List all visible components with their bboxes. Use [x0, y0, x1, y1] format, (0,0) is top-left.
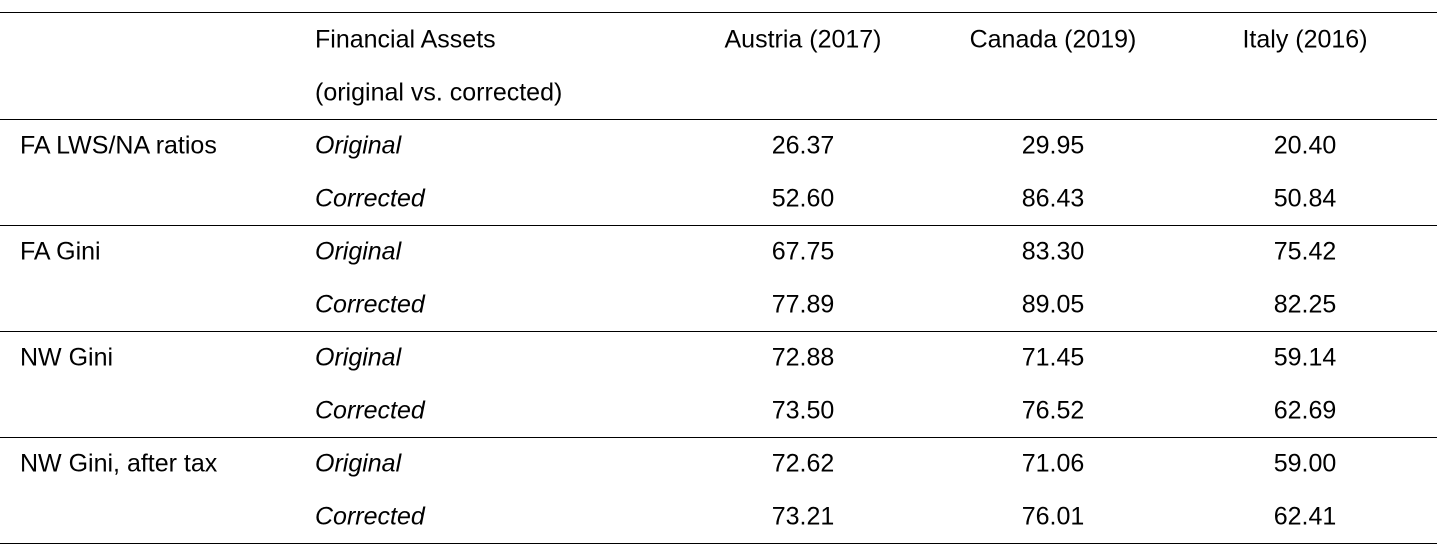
header-financial-assets: Financial Assets — [315, 25, 496, 53]
header-row: Financial Assets Austria (2017) Canada (… — [0, 13, 1437, 66]
table-group-nw-gini-after-tax: NW Gini, after tax Original 72.62 71.06 … — [0, 438, 1437, 543]
value-italy-corrected: 50.84 — [1273, 184, 1337, 213]
header-italy: Italy (2016) — [1242, 25, 1368, 53]
value-canada-corrected: 76.52 — [1021, 396, 1085, 425]
value-italy-corrected: 62.69 — [1273, 396, 1337, 425]
table-group-fa-gini: FA Gini Original 67.75 83.30 75.42 Corre… — [0, 226, 1437, 331]
corrected-label: Corrected — [315, 290, 425, 319]
value-italy-corrected: 62.41 — [1273, 502, 1337, 531]
table-row: Corrected 73.21 76.01 62.41 — [0, 491, 1437, 544]
table-row: NW Gini, after tax Original 72.62 71.06 … — [0, 438, 1437, 491]
value-austria-corrected: 52.60 — [771, 184, 835, 213]
header-original-vs-corrected: (original vs. corrected) — [315, 78, 563, 106]
row-label: NW Gini, after tax — [20, 449, 218, 478]
table-row: FA Gini Original 67.75 83.30 75.42 — [0, 226, 1437, 279]
value-austria-original: 67.75 — [771, 237, 835, 266]
table-row: Corrected 77.89 89.05 82.25 — [0, 279, 1437, 332]
original-label: Original — [315, 237, 402, 266]
header-row-2: (original vs. corrected) — [0, 66, 1437, 119]
value-canada-original: 83.30 — [1021, 237, 1085, 266]
results-table: Financial Assets Austria (2017) Canada (… — [0, 12, 1437, 544]
value-austria-corrected: 77.89 — [771, 290, 835, 319]
value-italy-corrected: 82.25 — [1273, 290, 1337, 319]
group-rule — [0, 331, 1437, 332]
value-canada-original: 71.06 — [1021, 449, 1085, 478]
value-italy-original: 75.42 — [1273, 237, 1337, 266]
table-row: NW Gini Original 72.88 71.45 59.14 — [0, 332, 1437, 385]
table-row: Corrected 52.60 86.43 50.84 — [0, 173, 1437, 226]
corrected-label: Corrected — [315, 502, 425, 531]
corrected-label: Corrected — [315, 396, 425, 425]
top-rule — [0, 12, 1437, 13]
table-group-fa-lws-na-ratios: FA LWS/NA ratios Original 26.37 29.95 20… — [0, 120, 1437, 225]
value-austria-original: 72.88 — [771, 343, 835, 372]
bottom-rule — [0, 543, 1437, 544]
value-canada-corrected: 89.05 — [1021, 290, 1085, 319]
table-row: FA LWS/NA ratios Original 26.37 29.95 20… — [0, 120, 1437, 173]
corrected-label: Corrected — [315, 184, 425, 213]
group-rule — [0, 225, 1437, 226]
header-canada: Canada (2019) — [969, 25, 1137, 53]
table-group-nw-gini: NW Gini Original 72.88 71.45 59.14 Corre… — [0, 332, 1437, 437]
value-canada-corrected: 86.43 — [1021, 184, 1085, 213]
value-austria-corrected: 73.50 — [771, 396, 835, 425]
table-row: Corrected 73.50 76.52 62.69 — [0, 385, 1437, 438]
header-austria: Austria (2017) — [724, 25, 882, 53]
value-italy-original: 59.14 — [1273, 343, 1337, 372]
value-canada-corrected: 76.01 — [1021, 502, 1085, 531]
header-rule — [0, 119, 1437, 120]
value-canada-original: 29.95 — [1021, 131, 1085, 160]
value-canada-original: 71.45 — [1021, 343, 1085, 372]
row-label: FA LWS/NA ratios — [20, 131, 217, 160]
value-italy-original: 59.00 — [1273, 449, 1337, 478]
group-rule — [0, 437, 1437, 438]
value-austria-corrected: 73.21 — [771, 502, 835, 531]
value-italy-original: 20.40 — [1273, 131, 1337, 160]
value-austria-original: 26.37 — [771, 131, 835, 160]
row-label: NW Gini — [20, 343, 114, 372]
value-austria-original: 72.62 — [771, 449, 835, 478]
row-label: FA Gini — [20, 237, 101, 266]
original-label: Original — [315, 131, 402, 160]
original-label: Original — [315, 449, 402, 478]
original-label: Original — [315, 343, 402, 372]
